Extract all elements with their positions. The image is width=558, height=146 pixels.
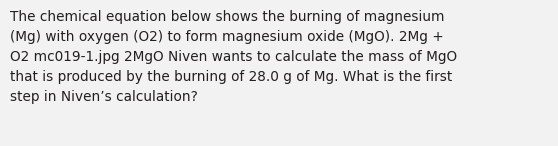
Text: The chemical equation below shows the burning of magnesium
(Mg) with oxygen (O2): The chemical equation below shows the bu… bbox=[10, 10, 457, 104]
